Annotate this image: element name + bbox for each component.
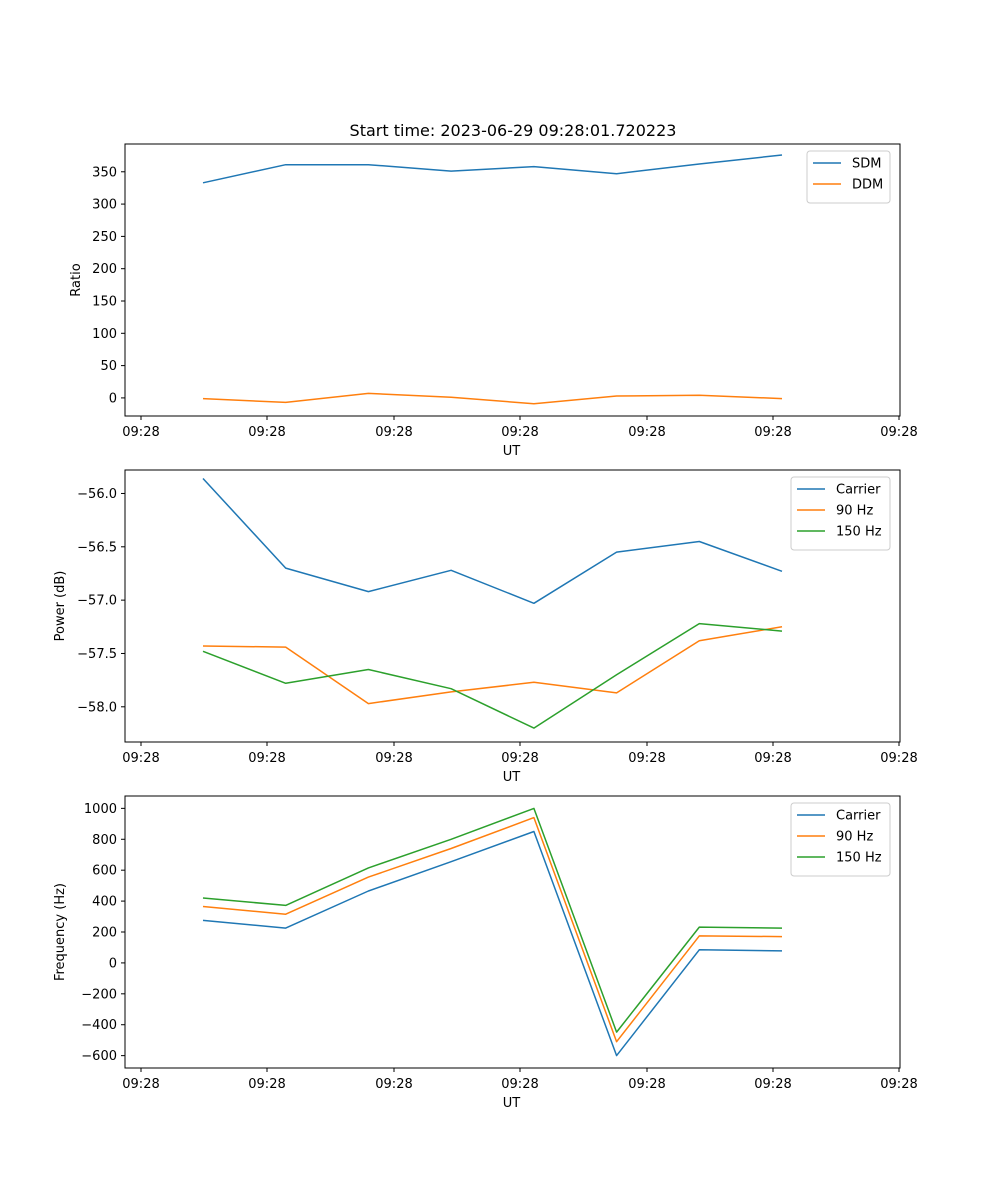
series-line-150-hz <box>202 807 783 1033</box>
legend: SDM DDM <box>806 150 891 204</box>
y-tick-label: −400 <box>81 1018 117 1033</box>
x-axis-label: UT <box>503 1096 521 1111</box>
y-axis-label: Frequency (Hz) <box>53 883 68 981</box>
legend-box <box>806 150 891 204</box>
legend-entry-label: DDM <box>852 178 883 193</box>
subplot-2: 09:28 09:28 09:28 09:28 09:28 09:28 09:28 −58.0… <box>53 469 918 785</box>
x-tick-label: 09:28 <box>880 1077 917 1092</box>
y-tick-label: −57.0 <box>77 594 117 609</box>
y-tick-label: 100 <box>92 327 117 342</box>
subplots: 09:28 09:28 09:28 09:28 09:28 09:28 09:28 0 50 10… <box>53 143 918 1111</box>
x-tick-label: 09:28 <box>754 751 791 766</box>
legend-entry-label: 150 Hz <box>836 851 882 866</box>
series-line-sdm <box>202 154 783 184</box>
legend-entry-label: Carrier <box>836 483 881 498</box>
y-tick-label: 200 <box>92 926 117 941</box>
x-tick-label: 09:28 <box>248 425 285 440</box>
x-tick-label: 09:28 <box>122 751 159 766</box>
chart-title: Start time: 2023-06-29 09:28:01.720223 <box>350 121 677 140</box>
series-line-90-hz <box>202 816 783 1043</box>
y-tick-label: −600 <box>81 1049 117 1064</box>
x-tick-label: 09:28 <box>248 1077 285 1092</box>
subplot-3: 09:28 09:28 09:28 09:28 09:28 09:28 09:28 −600 −… <box>53 795 918 1111</box>
y-tick-label: 300 <box>92 198 117 213</box>
y-axis-label: Power (dB) <box>53 571 68 642</box>
y-tick-label: 600 <box>92 864 117 879</box>
legend: Carrier 90 Hz 150 Hz <box>790 802 891 877</box>
y-tick-label: 800 <box>92 833 117 848</box>
x-tick-label: 09:28 <box>248 751 285 766</box>
series-line-90-hz <box>202 626 783 705</box>
legend-entry-label: 90 Hz <box>836 830 873 845</box>
series-line-carrier <box>202 477 783 605</box>
y-tick-label: 350 <box>92 165 117 180</box>
subplot-1: 09:28 09:28 09:28 09:28 09:28 09:28 09:28 0 50 10… <box>69 143 918 459</box>
x-tick-label: 09:28 <box>880 425 917 440</box>
x-tick-label: 09:28 <box>501 1077 538 1092</box>
y-tick-label: 0 <box>109 391 117 406</box>
legend-entry-label: Carrier <box>836 809 881 824</box>
plot-area-frame <box>124 143 901 417</box>
x-tick-label: 09:28 <box>880 751 917 766</box>
x-axis-label: UT <box>503 770 521 785</box>
plot-area-frame <box>124 469 901 743</box>
y-tick-label: −200 <box>81 987 117 1002</box>
y-tick-label: 250 <box>92 230 117 245</box>
y-tick-label: −56.5 <box>77 540 117 555</box>
x-tick-label: 09:28 <box>375 425 412 440</box>
x-tick-label: 09:28 <box>628 751 665 766</box>
y-tick-label: −56.0 <box>77 487 117 502</box>
x-axis-label: UT <box>503 444 521 459</box>
x-tick-label: 09:28 <box>122 425 159 440</box>
x-tick-label: 09:28 <box>754 425 791 440</box>
y-tick-label: 0 <box>109 956 117 971</box>
y-tick-label: 50 <box>100 359 117 374</box>
series-line-150-hz <box>202 622 783 729</box>
series-line-carrier <box>202 830 783 1057</box>
legend-entry-label: 150 Hz <box>836 525 882 540</box>
x-tick-label: 09:28 <box>375 751 412 766</box>
x-tick-label: 09:28 <box>628 425 665 440</box>
y-tick-label: 200 <box>92 262 117 277</box>
series-line-ddm <box>202 392 783 405</box>
x-tick-label: 09:28 <box>501 425 538 440</box>
legend-entry-label: SDM <box>852 157 881 172</box>
x-tick-label: 09:28 <box>375 1077 412 1092</box>
y-axis-label: Ratio <box>69 263 84 296</box>
y-tick-label: 150 <box>92 294 117 309</box>
legend: Carrier 90 Hz 150 Hz <box>790 476 891 551</box>
y-tick-label: −57.5 <box>77 647 117 662</box>
x-tick-label: 09:28 <box>122 1077 159 1092</box>
y-tick-label: −58.0 <box>77 700 117 715</box>
y-tick-label: 1000 <box>84 802 117 817</box>
x-tick-label: 09:28 <box>628 1077 665 1092</box>
x-tick-label: 09:28 <box>501 751 538 766</box>
y-tick-label: 400 <box>92 895 117 910</box>
x-tick-label: 09:28 <box>754 1077 791 1092</box>
legend-entry-label: 90 Hz <box>836 504 873 519</box>
